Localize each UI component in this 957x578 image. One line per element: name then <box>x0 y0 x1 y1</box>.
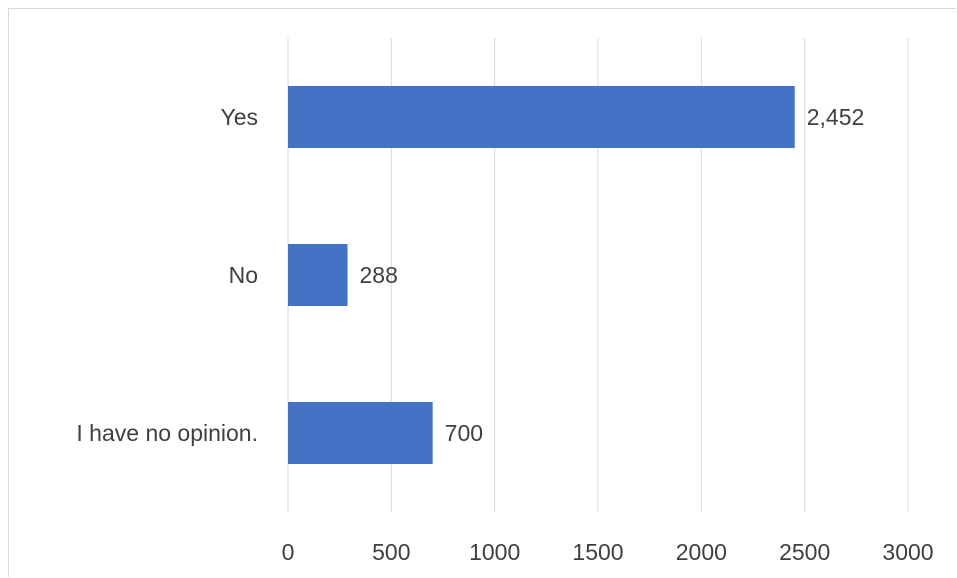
labels-layer: 0 500 1000 1500 2000 2500 3000 Yes 2,452 No 288 I h… <box>76 104 933 565</box>
x-tick-label: 1000 <box>469 539 520 565</box>
data-label: 2,452 <box>807 104 865 130</box>
x-tick-label: 0 <box>282 539 295 565</box>
x-tick-label: 2000 <box>676 539 727 565</box>
bar-i-have-no-opinion <box>288 402 433 464</box>
x-tick-label: 500 <box>372 539 410 565</box>
data-label: 288 <box>360 262 398 288</box>
category-label: I have no opinion. <box>76 420 258 446</box>
x-tick-label: 2500 <box>779 539 830 565</box>
category-label: Yes <box>220 104 258 130</box>
x-tick-label: 1500 <box>572 539 623 565</box>
bar-no <box>288 244 348 306</box>
bar-yes <box>288 86 795 148</box>
category-label: No <box>229 262 258 288</box>
x-tick-label: 3000 <box>882 539 933 565</box>
data-label: 700 <box>445 420 483 446</box>
bars-layer <box>288 86 795 464</box>
